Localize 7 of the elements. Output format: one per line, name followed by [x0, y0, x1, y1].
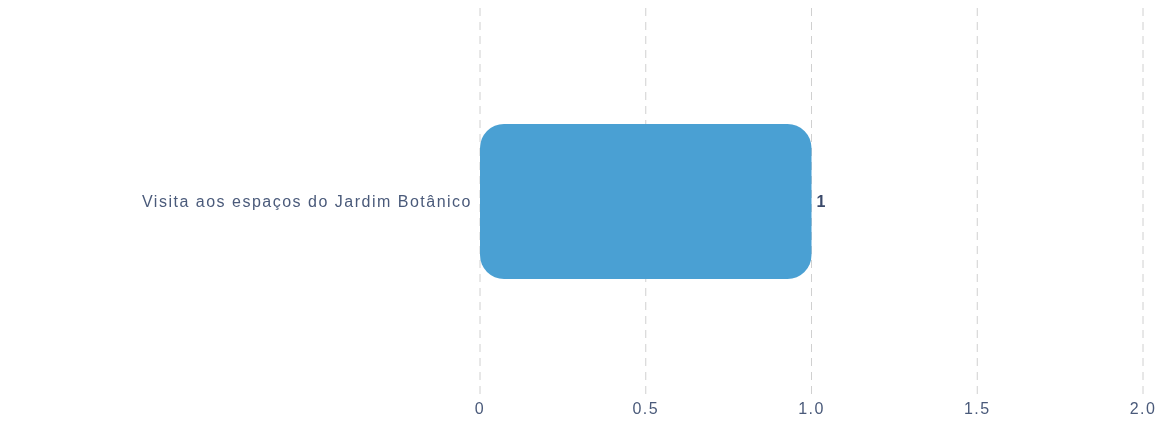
- y-tick-label: Visita aos espaços do Jardim Botânico: [141, 193, 472, 211]
- x-tick-label: 0.5: [632, 400, 660, 418]
- x-tick-label: 1.5: [963, 400, 991, 418]
- x-tick-label: 1.0: [798, 400, 825, 418]
- data-label: 1: [816, 193, 826, 211]
- x-tick-label: 0: [474, 400, 486, 418]
- x-tick-label: 2.0: [1129, 400, 1157, 418]
